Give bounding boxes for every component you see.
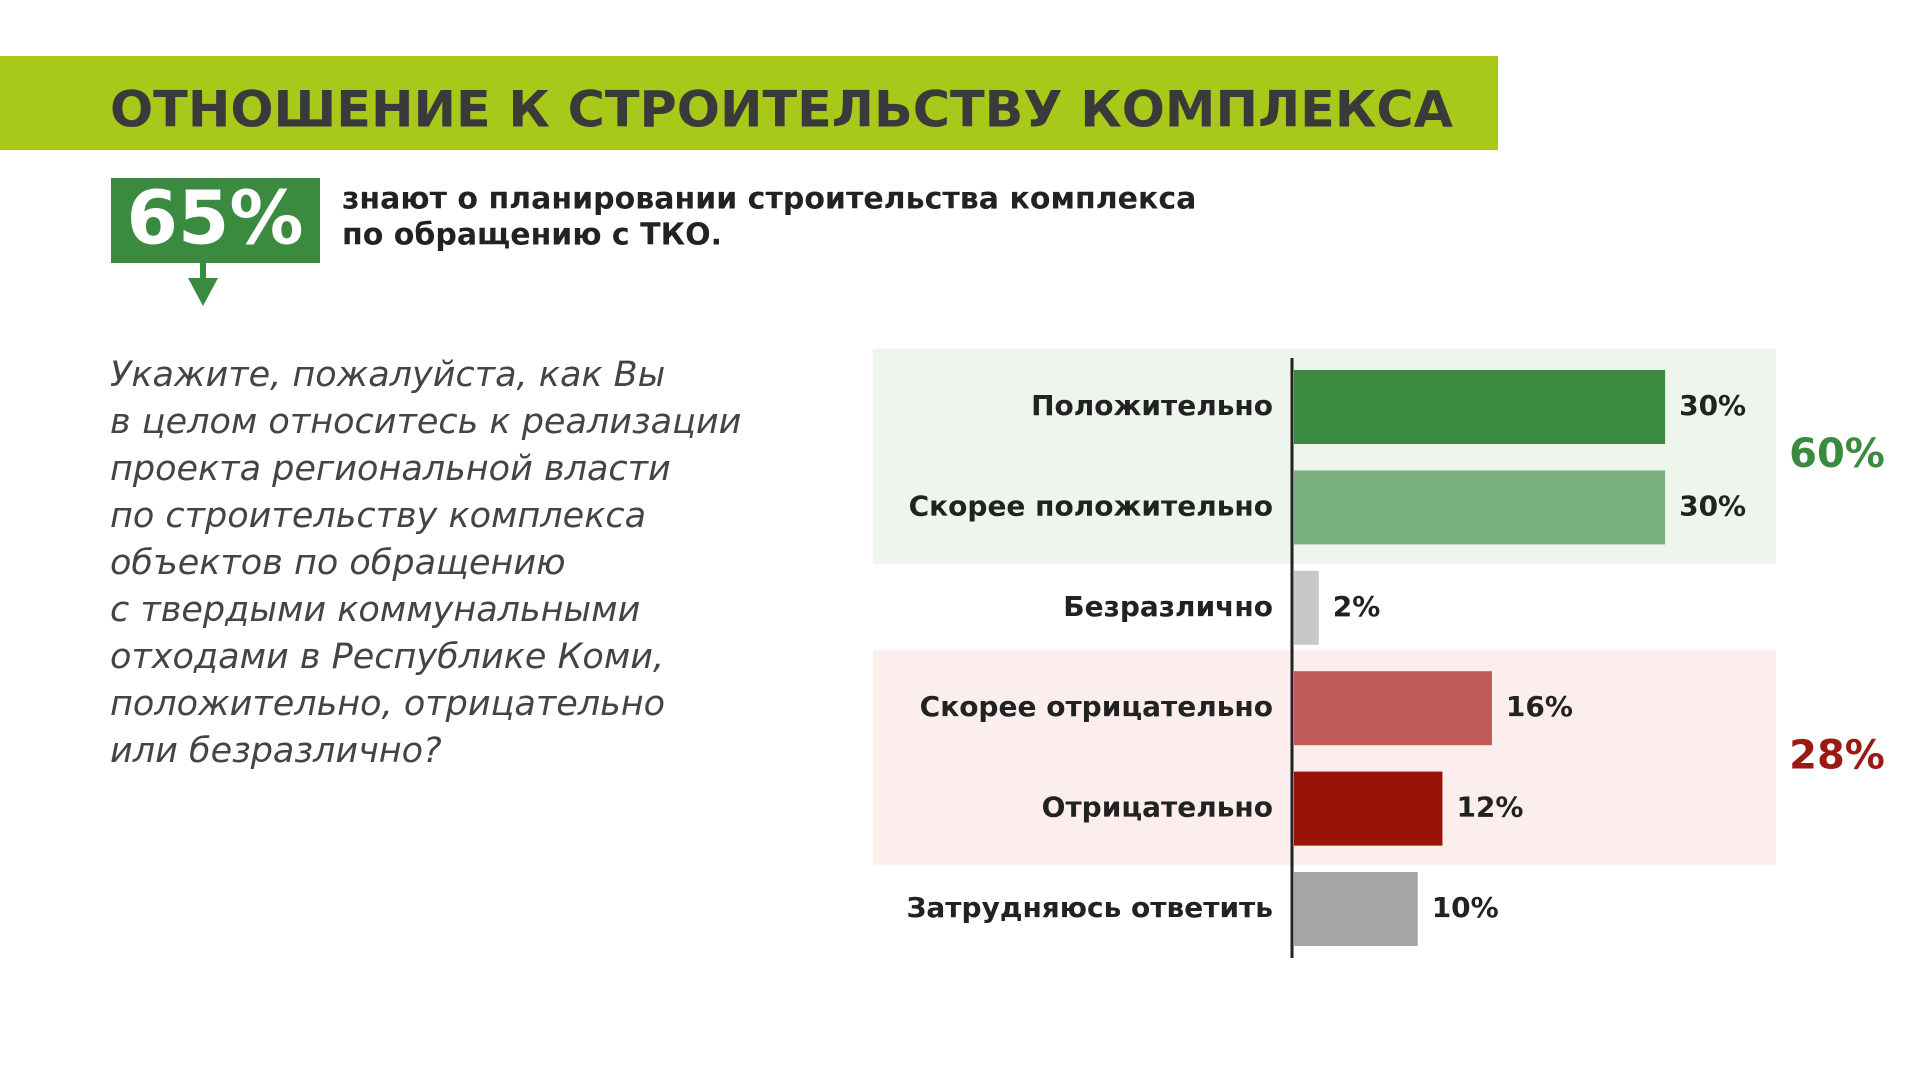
highlight-line: по обращению с ТКО.: [342, 218, 722, 253]
group-total: 28%: [1789, 732, 1885, 778]
group-total: 60%: [1789, 431, 1885, 477]
bar: [1294, 771, 1443, 846]
question-line: положительно, отрицательно: [110, 684, 665, 724]
value-label: 10%: [1432, 891, 1499, 924]
category-label: Безразлично: [1063, 590, 1273, 623]
question-line: Укажите, пожалуйста, как Вы: [110, 355, 665, 395]
category-label: Положительно: [1031, 389, 1273, 422]
value-label: 12%: [1456, 791, 1523, 824]
bar: [1294, 872, 1418, 946]
category-label: Скорее отрицательно: [920, 690, 1273, 723]
highlight-line: знают о планировании строительства компл…: [342, 182, 1196, 217]
highlight-arrow-stem: [200, 263, 206, 281]
highlight-box: [111, 178, 320, 263]
bar: [1294, 570, 1319, 645]
question-line: с твердыми коммунальными: [110, 590, 640, 630]
question-line: или безразлично?: [110, 731, 442, 771]
header-band: [0, 56, 1498, 150]
category-label: Отрицательно: [1042, 791, 1273, 824]
value-label: 30%: [1679, 389, 1746, 422]
category-label: Скорее положительно: [909, 489, 1273, 522]
question-line: по строительству комплекса: [110, 496, 646, 536]
highlight-figure: 65%: [126, 176, 303, 262]
bar: [1294, 370, 1666, 444]
category-label: Затрудняюсь ответить: [907, 891, 1273, 924]
value-label: 30%: [1679, 489, 1746, 522]
question: Укажите, пожалуйста, как Вы в целом относ…: [110, 355, 741, 771]
highlight-arrow: [188, 278, 218, 306]
value-label: 2%: [1333, 590, 1381, 623]
bar: [1294, 470, 1666, 545]
title: ОТНОШЕНИЕ К СТРОИТЕЛЬСТВУ КОМПЛЕКСА: [110, 81, 1453, 139]
question-line: объектов по обращению: [110, 543, 566, 583]
bar: [1294, 671, 1492, 746]
value-label: 16%: [1506, 690, 1573, 723]
question-line: отходами в Республике Коми,: [110, 637, 664, 677]
question-line: в целом относитесь к реализации: [110, 402, 741, 442]
question-line: проекта региональной власти: [110, 449, 671, 489]
chart: 60% 28% Положительно 30% Скорее положительно…: [873, 348, 1885, 958]
highlight-text: знают о планировании строительства компл…: [342, 182, 1196, 253]
